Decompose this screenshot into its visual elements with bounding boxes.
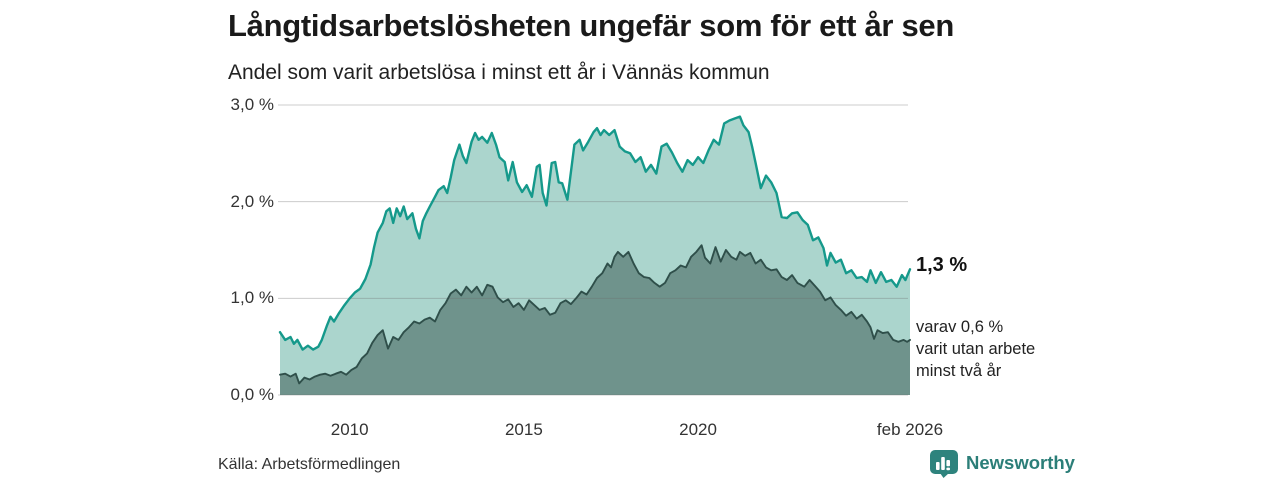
secondary-value-label: varav 0,6 % varit utan arbete minst två … xyxy=(916,317,1035,383)
x-axis-tick: 2020 xyxy=(679,420,717,439)
brand-logo: Newsworthy xyxy=(929,448,1075,478)
series-line-series1 xyxy=(278,115,912,351)
newsworthy-icon xyxy=(930,450,958,478)
latest-value-label: 1,3 % xyxy=(916,254,968,276)
y-axis-tick: 3,0 % xyxy=(230,95,274,114)
y-axis-tick: 1,0 % xyxy=(230,288,274,308)
x-axis-tick: 2015 xyxy=(504,420,543,439)
series-line-series2 xyxy=(279,244,911,385)
secondary-line-1: varav 0,6 % xyxy=(916,318,1004,336)
x-axis-tick: 2010 xyxy=(330,420,369,439)
secondary-line-3: minst två år xyxy=(916,361,1002,380)
brand-name: Newsworthy xyxy=(966,452,1075,473)
y-axis-tick: 2,0 % xyxy=(230,191,274,211)
secondary-line-2: varit utan arbete xyxy=(916,339,1036,358)
page-title: Långtidsarbetslösheten ungefär som för e… xyxy=(228,8,955,43)
chart-subtitle: Andel som varit arbetslösa i minst ett å… xyxy=(228,61,770,84)
y-axis-tick: 0,0 % xyxy=(230,385,274,404)
x-axis-tick: feb 2026 xyxy=(876,420,944,439)
series-area-series2 xyxy=(280,245,910,395)
source-note: Källa: Arbetsförmedlingen xyxy=(218,456,401,473)
